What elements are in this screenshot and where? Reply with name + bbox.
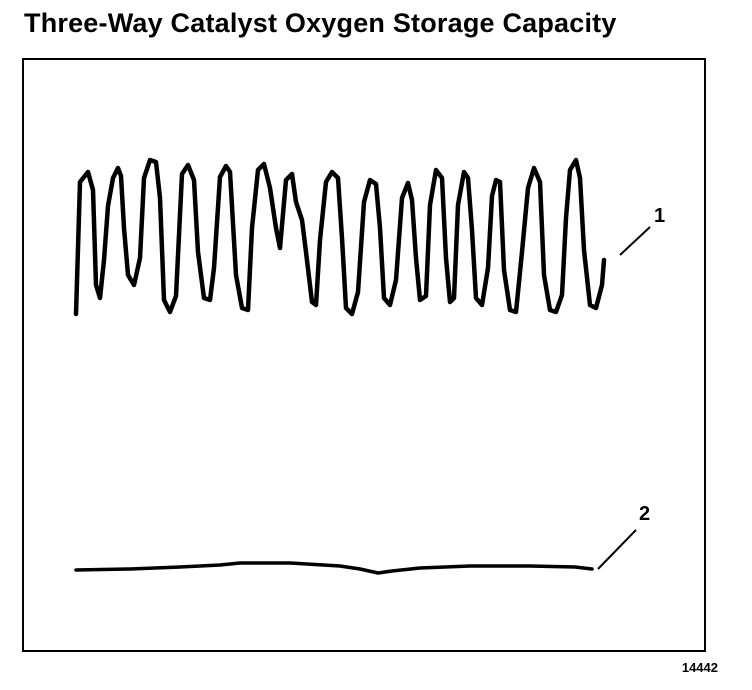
callout-2-leader — [597, 529, 637, 570]
diagram-title: Three-Way Catalyst Oxygen Storage Capaci… — [24, 8, 617, 38]
diagram-frame — [22, 58, 706, 652]
callout-1-label: 1 — [654, 205, 665, 227]
callout-1-leader — [619, 226, 651, 256]
signal-trace-1 — [73, 157, 607, 317]
callout-2-label: 2 — [639, 503, 650, 525]
figure-id: 14442 — [681, 660, 718, 675]
signal-trace-2 — [74, 561, 594, 575]
